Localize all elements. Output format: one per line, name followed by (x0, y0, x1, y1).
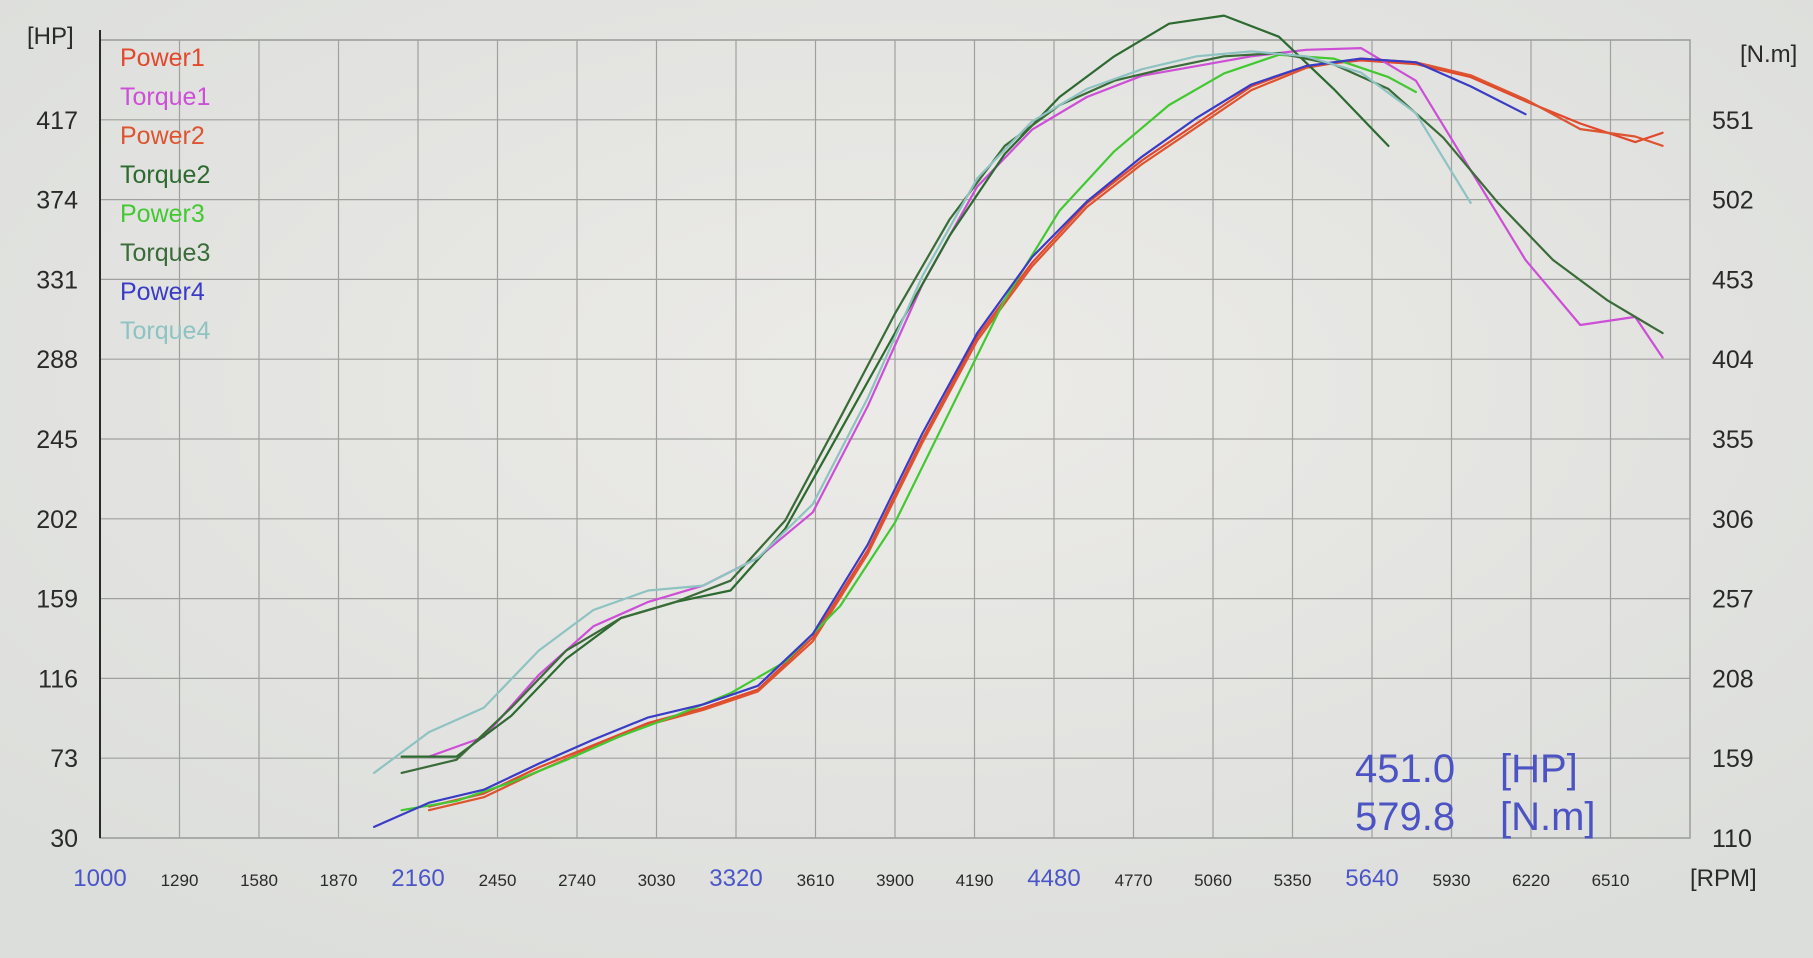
y-right-tick-label: 257 (1712, 586, 1754, 614)
x-tick-label: 5640 (1345, 865, 1398, 892)
series-line-power1 (427, 59, 1664, 808)
legend-item-torque3: Torque3 (120, 239, 210, 267)
x-tick-label: 3900 (876, 871, 914, 890)
x-tick-label: 1290 (161, 871, 199, 890)
y-left-tick-label: 159 (36, 586, 78, 614)
value-readout: 451.0 [HP] 579.8 [N.m] (1355, 747, 1596, 839)
x-tick-label: 3030 (638, 871, 676, 890)
y-left-tick-label: 331 (36, 266, 78, 294)
x-tick-label: 3610 (797, 871, 835, 890)
readout-torque-unit: [N.m] (1500, 795, 1596, 839)
readout-power-unit: [HP] (1500, 747, 1578, 791)
x-tick-label: 1870 (320, 871, 358, 890)
y-right-tick-label: 453 (1712, 266, 1754, 294)
series-layer (373, 14, 1664, 829)
readout-torque-value: 579.8 (1355, 795, 1455, 839)
series-line-torque3 (400, 51, 1664, 775)
y-left-tick-label: 30 (50, 825, 78, 853)
y-right-tick-label: 306 (1712, 506, 1754, 534)
x-tick-label: 1580 (240, 871, 278, 890)
legend-item-power1: Power1 (120, 44, 205, 72)
x-tick-label: 6220 (1512, 871, 1550, 890)
axes: 30 110 73 159 116 208 159 257 202 306 245 355 288 404… (27, 23, 1797, 892)
y-right-tick-label: 355 (1712, 426, 1754, 454)
series-line-torque2 (400, 14, 1390, 758)
legend-item-torque4: Torque4 (120, 317, 210, 345)
legend-item-torque2: Torque2 (120, 161, 210, 189)
y-left-unit: [HP] (27, 23, 74, 50)
x-tick-label: 4190 (956, 871, 994, 890)
x-unit: [RPM] (1690, 865, 1757, 892)
legend: Power1 Torque1 Power2 Torque2 Power3 Torque3 P… (120, 44, 210, 345)
y-left-tick-label: 245 (36, 426, 78, 454)
y-right-tick-label: 502 (1712, 187, 1754, 215)
y-left-tick-label: 417 (36, 107, 78, 135)
legend-item-torque1: Torque1 (120, 83, 210, 111)
y-right-tick-label: 404 (1712, 346, 1754, 374)
x-tick-label: 5350 (1274, 871, 1312, 890)
x-tick-label: 3320 (709, 865, 762, 892)
legend-item-power4: Power4 (120, 278, 205, 306)
y-right-tick-label: 159 (1712, 745, 1754, 773)
legend-item-power2: Power2 (120, 122, 205, 150)
series-line-torque4 (373, 50, 1472, 775)
x-tick-label: 4480 (1027, 865, 1080, 892)
series-line-power3 (400, 53, 1418, 812)
x-tick-label: 6510 (1592, 871, 1630, 890)
legend-item-power3: Power3 (120, 200, 205, 228)
x-tick-label: 1000 (73, 865, 126, 892)
y-right-tick-label: 551 (1712, 107, 1754, 135)
x-tick-label: 5930 (1433, 871, 1471, 890)
y-right-unit: [N.m] (1740, 41, 1797, 68)
y-right-tick-label: 110 (1712, 825, 1752, 853)
series-line-torque1 (427, 46, 1664, 758)
x-tick-label: 5060 (1194, 871, 1232, 890)
x-tick-label: 2740 (558, 871, 596, 890)
grid-lines (99, 39, 1691, 839)
y-right-tick-label: 208 (1712, 665, 1754, 693)
y-left-tick-label: 202 (36, 506, 78, 534)
readout-power-value: 451.0 (1355, 747, 1455, 791)
x-tick-label: 4770 (1115, 871, 1153, 890)
y-left-tick-label: 374 (36, 187, 78, 215)
y-left-tick-label: 288 (36, 346, 78, 374)
x-tick-label: 2160 (391, 865, 444, 892)
x-tick-label: 2450 (479, 871, 517, 890)
series-line-power4 (373, 57, 1527, 829)
y-left-tick-label: 73 (50, 745, 78, 773)
y-left-tick-label: 116 (38, 665, 78, 693)
